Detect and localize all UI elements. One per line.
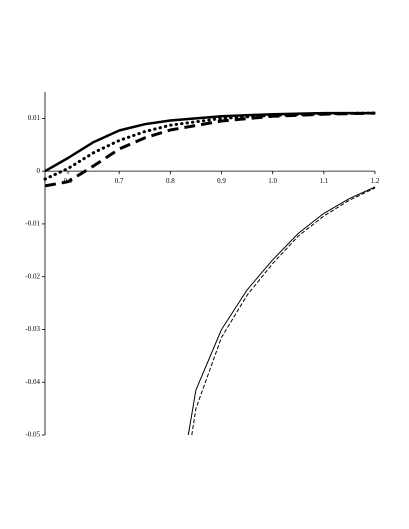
y-tick-label: -0.01 <box>25 220 40 228</box>
x-tick-label: 1.0 <box>268 177 277 185</box>
y-tick-label: -0.03 <box>25 325 40 333</box>
line <box>187 186 376 436</box>
y-tick-label: -0.05 <box>25 431 40 439</box>
x-tick-label: 0.7 <box>115 177 124 185</box>
x-tick-label: 0.8 <box>166 177 175 185</box>
line <box>191 187 376 436</box>
y-tick-label: 0.01 <box>28 114 41 122</box>
line <box>44 111 376 188</box>
x-tick-label: 0.9 <box>217 177 226 185</box>
x-tick-label: 1.1 <box>319 177 328 185</box>
line <box>43 111 377 181</box>
y-tick-label: -0.02 <box>25 272 40 280</box>
x-tick-label: 1.2 <box>371 177 380 185</box>
y-tick-label: -0.04 <box>25 378 40 386</box>
y-tick-label: 0 <box>37 167 41 175</box>
